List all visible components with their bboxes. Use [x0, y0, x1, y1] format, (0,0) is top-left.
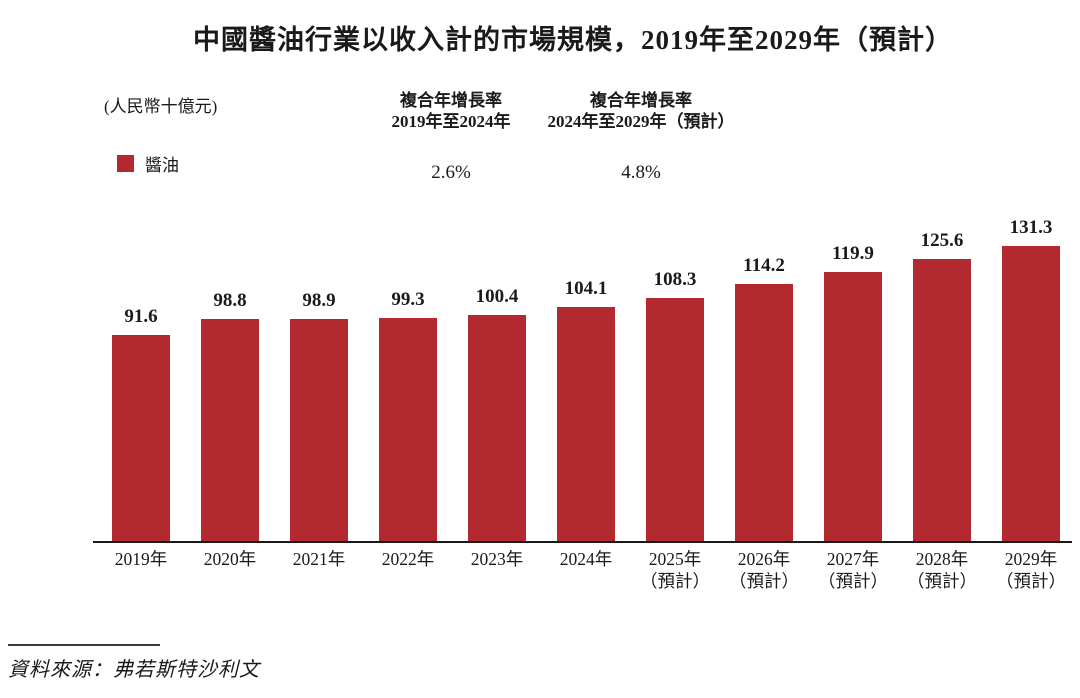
bar-value-label: 100.4	[475, 286, 519, 308]
x-axis-tick-label: 2020年	[203, 549, 257, 569]
cagr-annotation-2019-2024: 複合年增長率 2019年至2024年 2.6%	[301, 90, 601, 183]
axis-unit-label: (人民幣十億元)	[104, 97, 218, 116]
cagr-period-line: 2024年至2029年（預計）	[547, 112, 735, 131]
bar	[1002, 246, 1060, 541]
bar-value-label: 104.1	[564, 278, 608, 300]
bar	[913, 258, 971, 541]
bar-value-label: 114.2	[743, 255, 785, 277]
bar-value-label: 98.9	[302, 289, 336, 311]
x-axis-tick-label: 2026年 （預計）	[729, 549, 799, 591]
bar-group: 99.3 2022年	[379, 288, 437, 569]
cagr-value: 4.8%	[621, 162, 661, 183]
cagr-title-line: 複合年增長率	[590, 91, 692, 110]
chart-title: 中國醬油行業以收入計的市場規模，2019年至2029年（預計）	[193, 25, 953, 55]
bar-group: 100.4 2023年	[468, 286, 526, 569]
cagr-annotation-2024-2029: 複合年增長率 2024年至2029年（預計） 4.8%	[441, 90, 841, 183]
bar-group: 98.9 2021年	[290, 289, 348, 569]
bar-value-label: 125.6	[920, 229, 964, 251]
legend-swatch-icon	[117, 155, 134, 172]
x-axis-tick-label: 2027年 （預計）	[818, 549, 888, 591]
bar-value-label: 99.3	[391, 288, 425, 310]
bar-value-label: 98.8	[213, 290, 247, 311]
x-axis-tick-label: 2023年	[470, 549, 524, 569]
source-text: 資料來源：弗若斯特沙利文	[8, 659, 260, 681]
bars-container: 91.6 2019年 98.8 2020年 98.9 2021年 99.3 2022年 100.…	[112, 213, 1066, 591]
cagr-value: 2.6%	[431, 162, 471, 183]
bar-group: 108.3 2025年 （預計）	[640, 268, 710, 591]
bar-value-label: 131.3	[1009, 217, 1053, 238]
bar	[290, 318, 348, 541]
bar-group: 125.6 2028年 （預計）	[907, 229, 977, 591]
bar	[201, 319, 259, 541]
bar-value-label: 91.6	[124, 306, 158, 328]
bar	[468, 315, 526, 541]
x-axis-tick-label: 2028年 （預計）	[907, 549, 977, 591]
bar-group: 98.8 2020年	[201, 290, 259, 569]
source-note: 資料來源：弗若斯特沙利文	[8, 644, 260, 682]
bar-group: 119.9 2027年 （預計）	[818, 242, 888, 591]
bar	[735, 284, 793, 541]
x-axis-tick-label: 2025年 （預計）	[640, 549, 710, 591]
x-axis-tick-label: 2024年	[559, 549, 613, 569]
x-axis-tick-label: 2029年 （預計）	[996, 549, 1066, 591]
bar	[379, 317, 437, 541]
bar-group: 91.6 2019年	[112, 306, 170, 569]
cagr-title-line: 複合年增長率	[400, 91, 502, 110]
bar-group: 114.2 2026年 （預計）	[729, 255, 799, 591]
bar-chart-plot-area: 91.6 2019年 98.8 2020年 98.9 2021年 99.3 2022年 100.…	[93, 213, 1072, 591]
x-axis-tick-label: 2022年	[381, 549, 435, 569]
legend: 醬油	[117, 151, 179, 176]
bar-value-label: 108.3	[653, 268, 697, 290]
bar	[824, 271, 882, 541]
cagr-period-line: 2019年至2024年	[391, 112, 511, 131]
bar	[557, 307, 615, 541]
bar-group: 131.3 2029年 （預計）	[996, 217, 1066, 591]
x-axis-tick-label: 2019年	[114, 549, 168, 569]
bar-value-label: 119.9	[832, 242, 874, 264]
bar	[112, 335, 170, 541]
legend-label: 醬油	[145, 156, 179, 175]
source-divider	[8, 644, 160, 646]
bar	[646, 297, 704, 541]
x-axis-tick-label: 2021年	[292, 549, 346, 569]
bar-group: 104.1 2024年	[557, 278, 615, 569]
